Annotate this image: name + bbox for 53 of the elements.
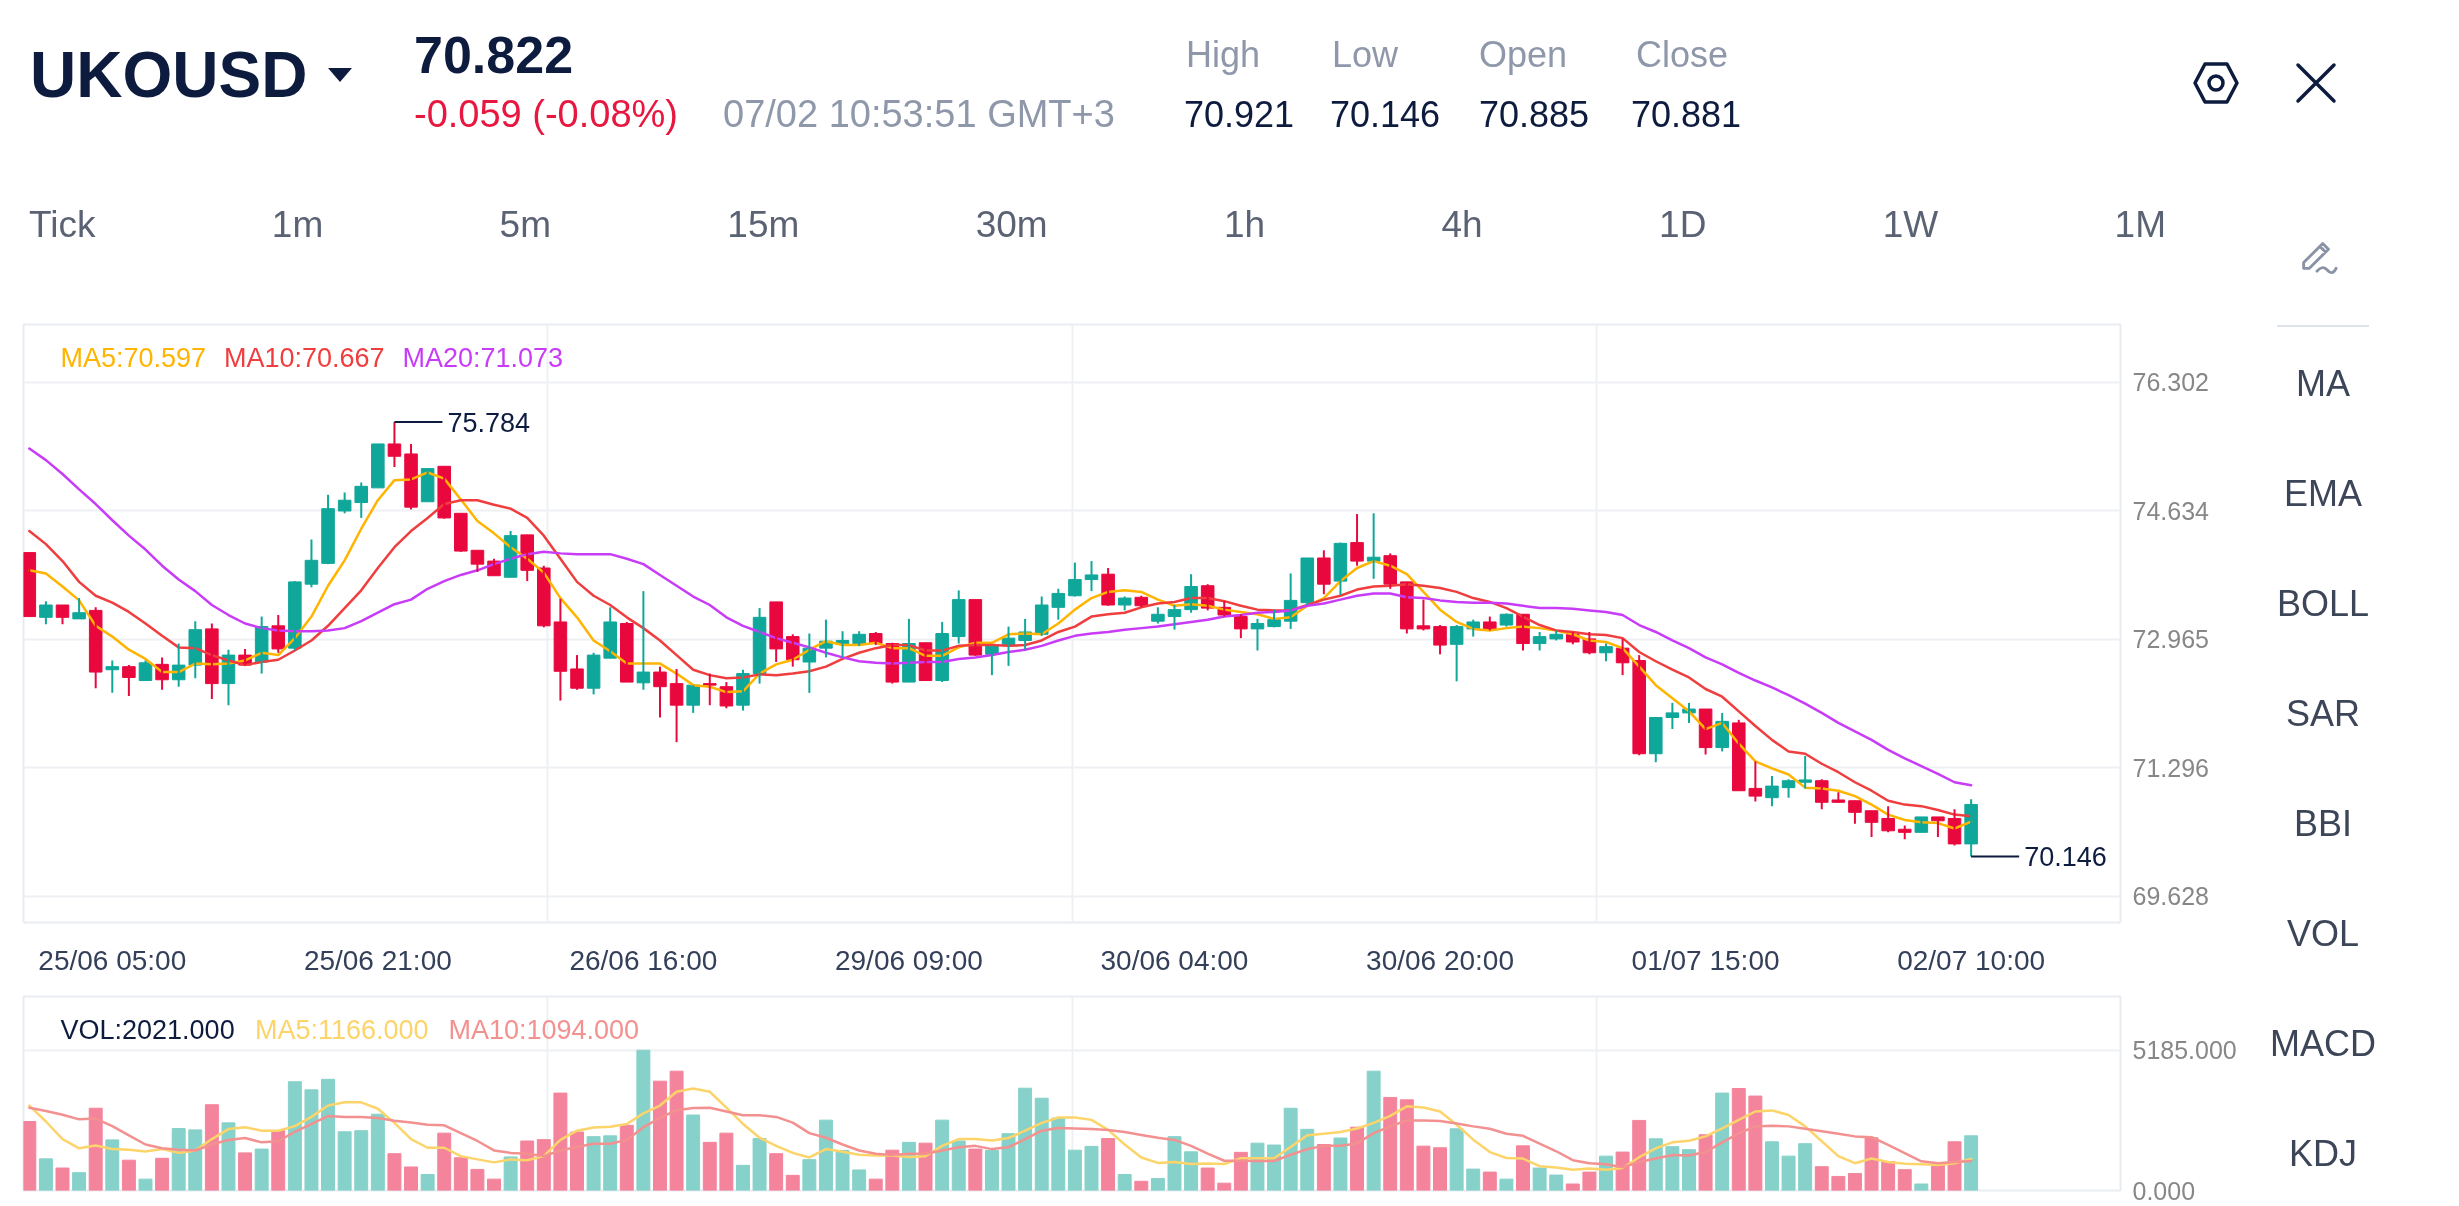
x-tick-label: 02/07 10:00: [1897, 944, 2046, 976]
text: BBI: [2293, 802, 2353, 846]
text: MA5:70.597: [60, 342, 207, 373]
text: 70.146: [1330, 93, 1441, 137]
text: MACD: [2269, 1022, 2377, 1066]
y-tick-label: 74.634: [2132, 496, 2210, 525]
text: BOLL: [2275, 582, 2371, 626]
text: MA10:1094.000: [448, 1014, 640, 1045]
text: VOL: [2285, 912, 2360, 956]
text: 1W: [1882, 203, 1939, 245]
y-tick-label: 76.302: [2132, 368, 2209, 397]
text: 15m: [727, 203, 800, 245]
y-tick-label: 69.628: [2132, 882, 2209, 911]
x-tick-label: 30/06 04:00: [1100, 944, 1249, 976]
x-tick-label: 30/06 20:00: [1366, 944, 1514, 976]
text: VOL:2021.000: [60, 1014, 235, 1045]
text: -0.059 (-0.08%): [414, 92, 679, 137]
text: Open: [1479, 33, 1568, 77]
text: 70.881: [1631, 93, 1742, 137]
text: MA20:71.073: [402, 342, 564, 373]
text: SAR: [2285, 692, 2361, 736]
text: MA5:1166.000: [254, 1014, 429, 1045]
x-tick-label: 01/07 15:00: [1631, 944, 1780, 976]
x-tick-label: 26/06 16:00: [569, 944, 718, 976]
y-tick-label: 72.965: [2132, 625, 2209, 654]
text: High: [1186, 33, 1261, 77]
text: Tick: [29, 203, 96, 245]
text: Close: [1636, 33, 1729, 77]
text: UKOUSD: [30, 39, 308, 111]
text: 70.885: [1479, 93, 1590, 137]
text: 30m: [975, 203, 1048, 245]
text: 5m: [499, 203, 551, 245]
x-tick-label: 25/06 05:00: [38, 944, 187, 976]
x-tick-label: 25/06 21:00: [303, 944, 452, 976]
annotation: 75.784: [447, 407, 531, 438]
text: 70.921: [1184, 93, 1295, 137]
text: 07/02 10:53:51 GMT+3: [723, 92, 1115, 137]
text: MA10:70.667: [223, 342, 385, 373]
y-tick-label: 0.000: [2132, 1176, 2196, 1205]
text: 1h: [1224, 203, 1266, 245]
text: MA: [2295, 362, 2351, 406]
text: 70.822: [414, 25, 574, 86]
text: 70.146: [2024, 842, 2107, 873]
text: 1D: [1659, 203, 1707, 245]
text: 1M: [2114, 203, 2166, 245]
text: 4h: [1441, 203, 1483, 245]
y-tick-label: 71.296: [2132, 753, 2209, 782]
text: KDJ: [2288, 1132, 2358, 1176]
text: Low: [1332, 33, 1399, 77]
x-tick-label: 29/06 09:00: [834, 944, 983, 976]
text: EMA: [2283, 472, 2363, 516]
text: 1m: [271, 203, 324, 245]
y-tick-label: 5185.000: [2132, 1036, 2237, 1065]
